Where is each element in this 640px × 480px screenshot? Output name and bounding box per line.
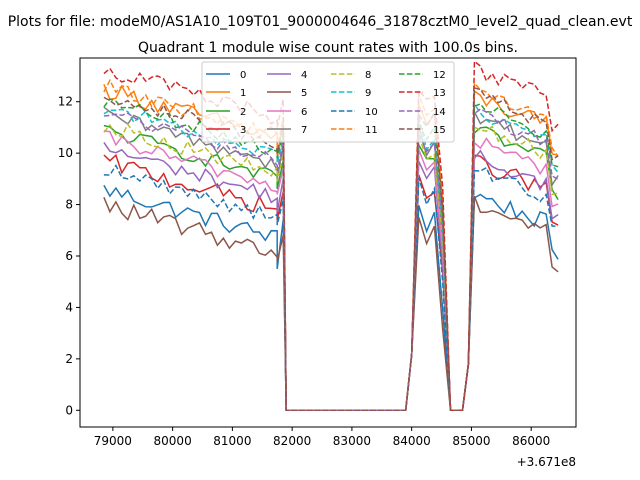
x-tick-label: 81000 xyxy=(213,434,251,448)
legend-label: 2 xyxy=(240,107,246,118)
y-tick-label: 2 xyxy=(65,352,73,366)
x-axis: 79000 80000 81000 82000 83000 84000 85000 86000 xyxy=(94,427,550,448)
y-tick-label: 6 xyxy=(65,249,73,263)
x-tick-label: 79000 xyxy=(94,434,132,448)
legend-label: 11 xyxy=(365,125,378,136)
plot-area xyxy=(79,57,577,428)
x-tick-label: 83000 xyxy=(333,434,371,448)
legend-label: 6 xyxy=(301,107,307,118)
legend-label: 7 xyxy=(301,125,307,136)
y-axis: 0 2 4 6 8 10 12 xyxy=(58,95,80,417)
series-line-12 xyxy=(103,98,559,412)
x-tick-label: 84000 xyxy=(393,434,431,448)
legend-label: 1 xyxy=(240,88,246,99)
x-tick-label: 86000 xyxy=(512,434,550,448)
legend-label: 12 xyxy=(433,70,446,81)
x-offset-label: +3.671e8 xyxy=(517,455,576,469)
y-tick-label: 10 xyxy=(58,146,73,160)
series-line-14 xyxy=(103,108,559,412)
series-line-10 xyxy=(103,163,559,412)
legend-label: 15 xyxy=(433,125,446,136)
legend-label: 9 xyxy=(365,88,371,99)
x-tick-label: 85000 xyxy=(452,434,490,448)
legend-label: 10 xyxy=(365,107,378,118)
axes-title: Quadrant 1 module wise count rates with … xyxy=(138,40,518,56)
legend-label: 3 xyxy=(240,125,246,136)
y-tick-label: 12 xyxy=(58,95,73,109)
series-line-9 xyxy=(103,101,559,412)
legend-label: 0 xyxy=(240,70,246,81)
legend-label: 13 xyxy=(433,88,446,99)
x-tick-label: 82000 xyxy=(273,434,311,448)
legend-label: 5 xyxy=(301,88,307,99)
y-tick-label: 0 xyxy=(65,403,73,417)
figure-suptitle: Plots for file: modeM0/AS1A10_109T01_900… xyxy=(8,14,633,30)
legend-label: 4 xyxy=(301,70,307,81)
series-line-15 xyxy=(103,86,559,412)
x-tick-label: 80000 xyxy=(154,434,192,448)
y-tick-label: 8 xyxy=(65,198,73,212)
series-layer xyxy=(103,59,559,412)
legend-label: 14 xyxy=(433,107,446,118)
axes-frame xyxy=(79,57,577,428)
legend-label: 8 xyxy=(365,70,371,81)
y-tick-label: 4 xyxy=(65,300,73,314)
legend-frame xyxy=(201,61,455,143)
